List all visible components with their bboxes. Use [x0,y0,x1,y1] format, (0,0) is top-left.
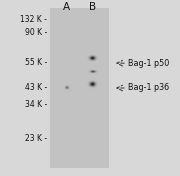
Text: 55 K -: 55 K - [25,58,47,67]
Text: 43 K -: 43 K - [25,83,47,93]
Text: 34 K -: 34 K - [25,100,47,109]
Text: B: B [89,2,96,12]
Text: 23 K -: 23 K - [25,134,47,143]
Text: 90 K -: 90 K - [25,29,47,37]
Bar [50,8,109,168]
Text: 132 K -: 132 K - [20,15,47,24]
Text: Bag-1 p36: Bag-1 p36 [128,83,169,93]
Text: A: A [63,2,70,12]
Text: Bag-1 p50: Bag-1 p50 [128,59,170,68]
